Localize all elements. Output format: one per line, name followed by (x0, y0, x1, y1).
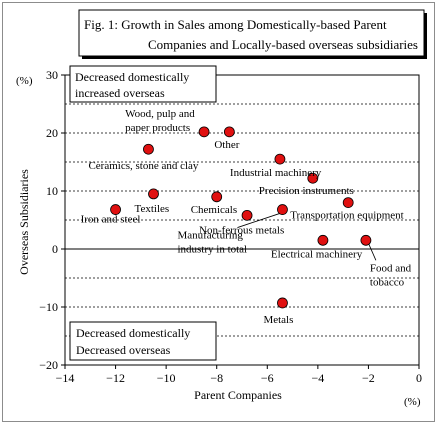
chart-title-line-2: Companies and Locally-based overseas sub… (148, 37, 418, 52)
x-axis-ticks: −14 −12 −10 −8 −6 −4 −2 0 (56, 365, 422, 385)
point-label: Manufacturing (177, 230, 243, 242)
x-axis-unit: (%) (404, 396, 421, 408)
x-axis-label: Parent Companies (194, 388, 282, 402)
y-tick-label: −10 (39, 300, 58, 314)
data-point (277, 297, 288, 309)
point-label: Food and (370, 262, 412, 274)
point-label: Transportation equipment (290, 210, 404, 222)
point-label: paper products (125, 122, 190, 134)
data-point (148, 188, 159, 200)
bottom-quadrant-label-line-2: Decreased overseas (76, 343, 171, 357)
y-tick-label: 0 (52, 242, 58, 256)
x-tick-label: −14 (56, 371, 75, 385)
x-tick-label: −12 (106, 371, 125, 385)
x-tick-label: −6 (261, 371, 274, 385)
x-tick-label: −2 (362, 371, 375, 385)
y-axis-label: Overseas Subsidiaries (17, 169, 31, 275)
top-quadrant-box (69, 65, 217, 103)
data-point (277, 204, 288, 215)
x-tick-label: −8 (210, 371, 223, 385)
data-point (110, 204, 121, 215)
y-axis-ticks: −20 −10 0 10 20 30 (39, 68, 65, 372)
data-point (317, 234, 329, 246)
point-label: Ceramics, stone and clay (88, 160, 198, 172)
x-tick-label: −10 (157, 371, 176, 385)
data-point (342, 197, 354, 209)
label-leader-lines (237, 213, 377, 261)
point-label: Iron and steel (81, 214, 141, 226)
data-point (241, 209, 253, 221)
point-label: Industrial machinery (230, 167, 322, 179)
y-axis-unit: (%) (16, 75, 33, 87)
y-tick-label: 10 (46, 184, 58, 198)
x-tick-label: −4 (311, 371, 324, 385)
point-label: Textiles (135, 203, 170, 215)
data-point (360, 234, 372, 246)
data-point (143, 143, 154, 155)
point-label: Wood, pulp and (125, 108, 195, 120)
point-label: Non-ferrous metals (199, 224, 284, 236)
point-label: Electrical machinery (271, 248, 363, 260)
x-tick-label: 0 (416, 371, 422, 385)
leader-line (368, 244, 377, 261)
chart-title-line-1: Fig. 1: Growth in Sales among Domestical… (84, 17, 387, 32)
data-point (223, 126, 235, 138)
data-point (274, 153, 286, 165)
point-labels: Wood, pulp and paper products Other Ceramic… (81, 108, 412, 326)
title-box-shadow-bottom (82, 56, 427, 59)
data-point (307, 172, 319, 184)
data-point (211, 191, 223, 203)
y-tick-label: 20 (46, 126, 58, 140)
point-label: Precision instruments (259, 185, 354, 197)
top-quadrant-label-line-1: Decreased domestically (75, 70, 189, 84)
y-tick-label: −20 (39, 358, 58, 372)
point-label: Metals (263, 314, 293, 326)
data-point (198, 126, 210, 138)
bottom-quadrant-box (69, 321, 217, 361)
point-label: Other (214, 139, 239, 151)
point-label: industry in total (177, 244, 247, 256)
point-label: tobacco (370, 276, 405, 288)
grid-lines (65, 103, 419, 337)
title-box-shadow-right (424, 13, 427, 59)
data-points (110, 126, 372, 309)
top-quadrant-label-line-2: increased overseas (75, 86, 165, 100)
y-tick-label: 30 (46, 68, 58, 82)
plot-border (64, 74, 420, 366)
leader-line (237, 213, 280, 228)
bottom-quadrant-label-line-1: Decreased domestically (76, 326, 190, 340)
point-label: Chemicals (191, 204, 237, 216)
